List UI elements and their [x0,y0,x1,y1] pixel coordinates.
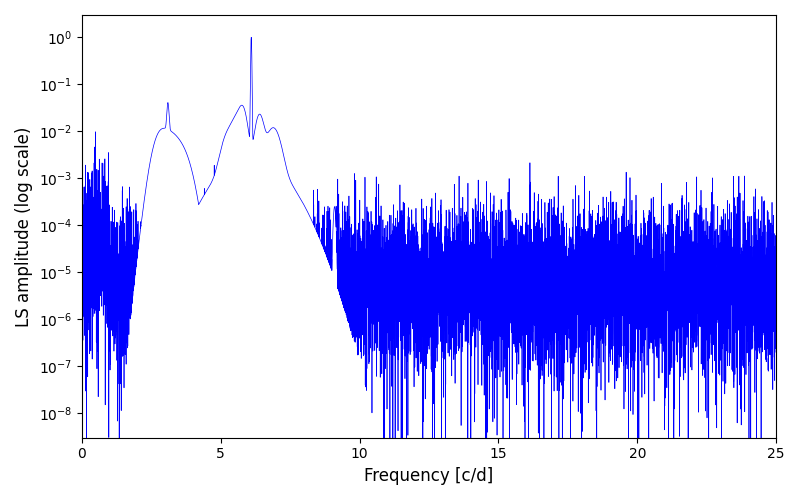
X-axis label: Frequency [c/d]: Frequency [c/d] [364,467,494,485]
Y-axis label: LS amplitude (log scale): LS amplitude (log scale) [15,126,33,326]
